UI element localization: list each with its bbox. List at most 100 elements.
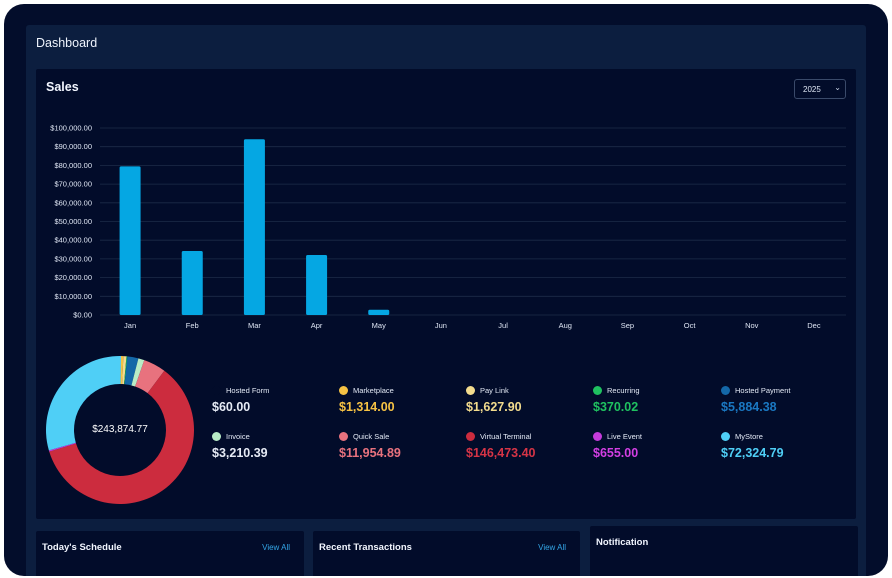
todays-schedule-title: Today's Schedule <box>42 542 122 553</box>
notification-title: Notification <box>596 537 649 548</box>
x-tick-label: Sep <box>621 321 634 330</box>
donut-slice-pay-link[interactable] <box>122 356 127 385</box>
donut-slice-hosted-payment[interactable] <box>124 356 139 386</box>
bar-mar[interactable] <box>243 139 265 315</box>
donut-slice-recurring[interactable] <box>124 356 128 385</box>
legend-value: $11,954.89 <box>339 446 401 460</box>
donut-svg <box>45 356 194 504</box>
legend-label-row: Recurring <box>593 385 713 395</box>
legend-label: Recurring <box>607 385 640 395</box>
legend-dot-icon <box>339 431 348 441</box>
sales-title: Sales <box>46 80 79 94</box>
legend-value: $1,627.90 <box>466 400 522 414</box>
legend-dot-icon <box>212 431 221 441</box>
year-select[interactable]: 2025 ⌄ <box>794 79 846 99</box>
legend-label: Pay Link <box>480 385 509 395</box>
legend-label-row: Virtual Terminal <box>466 431 586 441</box>
bar-jan[interactable] <box>119 166 141 315</box>
bar-feb[interactable] <box>181 251 203 315</box>
legend-item-marketplace[interactable]: Marketplace $1,314.00 <box>339 385 459 414</box>
y-tick-label: $40,000.00 <box>54 236 92 245</box>
legend-dot-icon <box>212 385 221 395</box>
transactions-view-all-link[interactable]: View All <box>538 543 566 552</box>
legend-item-live-event[interactable]: Live Event $655.00 <box>593 431 713 460</box>
legend-label: Hosted Payment <box>735 385 791 395</box>
y-tick-label: $50,000.00 <box>54 217 92 226</box>
legend-value: $370.02 <box>593 400 639 414</box>
x-tick-label: Mar <box>248 321 261 330</box>
page-title: Dashboard <box>36 36 98 50</box>
legend-item-mystore[interactable]: MyStore $72,324.79 <box>721 431 841 460</box>
legend-value: $72,324.79 <box>721 446 784 460</box>
sales-card: $0.00 $10,000.00 $20,000.00 $30,000.00 $40,0… <box>36 69 856 519</box>
legend-dot-icon <box>721 385 730 395</box>
legend-dot-icon <box>721 431 730 441</box>
legend-item-hosted-form[interactable]: Hosted Form $60.00 <box>212 385 332 414</box>
legend-value: $655.00 <box>593 446 639 460</box>
donut-slice-marketplace[interactable] <box>120 356 124 385</box>
schedule-view-all-link[interactable]: View All <box>262 543 290 552</box>
legend-label: Marketplace <box>353 385 394 395</box>
y-tick-label: $10,000.00 <box>54 292 92 301</box>
legend-value: $1,314.00 <box>339 400 395 414</box>
legend-label-row: MyStore <box>721 431 841 441</box>
legend-dot-icon <box>593 431 602 441</box>
legend-item-virtual-terminal[interactable]: Virtual Terminal $146,473.40 <box>466 431 586 460</box>
sales-bar-chart: $0.00 $10,000.00 $20,000.00 $30,000.00 $40,0… <box>50 124 846 330</box>
legend-item-recurring[interactable]: Recurring $370.02 <box>593 385 713 414</box>
legend-dot-icon <box>593 385 602 395</box>
legend-label: Invoice <box>226 431 250 441</box>
dashboard-panel: Dashboard $0.00 $10,000.00 $20,000.00 $30,0… <box>26 25 866 576</box>
chevron-down-icon: ⌄ <box>834 83 841 92</box>
x-tick-label: Jun <box>435 321 447 330</box>
legend-item-quick-sale[interactable]: Quick Sale $11,954.89 <box>339 431 459 460</box>
legend-label: Live Event <box>607 431 643 441</box>
sales-donut-chart: $243,874.77 <box>45 356 194 504</box>
legend-label: Quick Sale <box>353 431 390 441</box>
y-tick-label: $30,000.00 <box>54 254 92 263</box>
legend-label-row: Invoice <box>212 431 332 441</box>
legend-label: MyStore <box>735 431 763 441</box>
x-tick-label: Feb <box>186 321 199 330</box>
y-tick-label: $0.00 <box>73 311 92 320</box>
legend-item-pay-link[interactable]: Pay Link $1,627.90 <box>466 385 586 414</box>
legend-item-hosted-payment[interactable]: Hosted Payment $5,884.38 <box>721 385 841 414</box>
donut-slice-virtual-terminal[interactable] <box>49 370 194 504</box>
x-tick-label: Apr <box>311 321 323 330</box>
legend-dot-icon <box>466 431 475 441</box>
x-tick-label: Jul <box>498 321 508 330</box>
x-tick-label: May <box>372 321 386 330</box>
recent-transactions-card: Recent Transactions View All <box>313 531 580 576</box>
year-select-value: 2025 <box>803 85 821 94</box>
legend-label-row: Live Event <box>593 431 713 441</box>
y-tick-label: $20,000.00 <box>54 273 92 282</box>
legend-dot-icon <box>466 385 475 395</box>
legend-label-row: Quick Sale <box>339 431 459 441</box>
donut-total: $243,874.77 <box>92 424 148 435</box>
legend-item-invoice[interactable]: Invoice $3,210.39 <box>212 431 332 460</box>
legend-label-row: Pay Link <box>466 385 586 395</box>
x-tick-label: Dec <box>807 321 821 330</box>
y-tick-label: $70,000.00 <box>54 180 92 189</box>
todays-schedule-card: Today's Schedule View All <box>36 531 304 576</box>
recent-transactions-title: Recent Transactions <box>319 542 412 553</box>
x-tick-label: Jan <box>124 321 136 330</box>
donut-slice-invoice[interactable] <box>131 358 145 387</box>
legend-value: $60.00 <box>212 400 251 414</box>
legend-dot-icon <box>339 385 348 395</box>
bar-may[interactable] <box>368 309 390 315</box>
x-tick-label: Oct <box>684 321 697 330</box>
legend-label-row: Hosted Payment <box>721 385 841 395</box>
donut-slice-mystore[interactable] <box>45 356 121 451</box>
y-tick-label: $60,000.00 <box>54 198 92 207</box>
legend-label: Hosted Form <box>226 385 270 395</box>
app-frame: Dashboard $0.00 $10,000.00 $20,000.00 $30,0… <box>4 4 888 576</box>
legend-label: Virtual Terminal <box>480 431 532 441</box>
bar-apr[interactable] <box>306 254 328 315</box>
notification-card: Notification <box>590 526 858 576</box>
x-tick-label: Aug <box>559 321 572 330</box>
donut-slice-live-event[interactable] <box>48 442 77 452</box>
y-tick-label: $80,000.00 <box>54 161 92 170</box>
donut-slice-quick-sale[interactable] <box>135 360 165 394</box>
y-tick-label: $100,000.00 <box>50 124 92 133</box>
